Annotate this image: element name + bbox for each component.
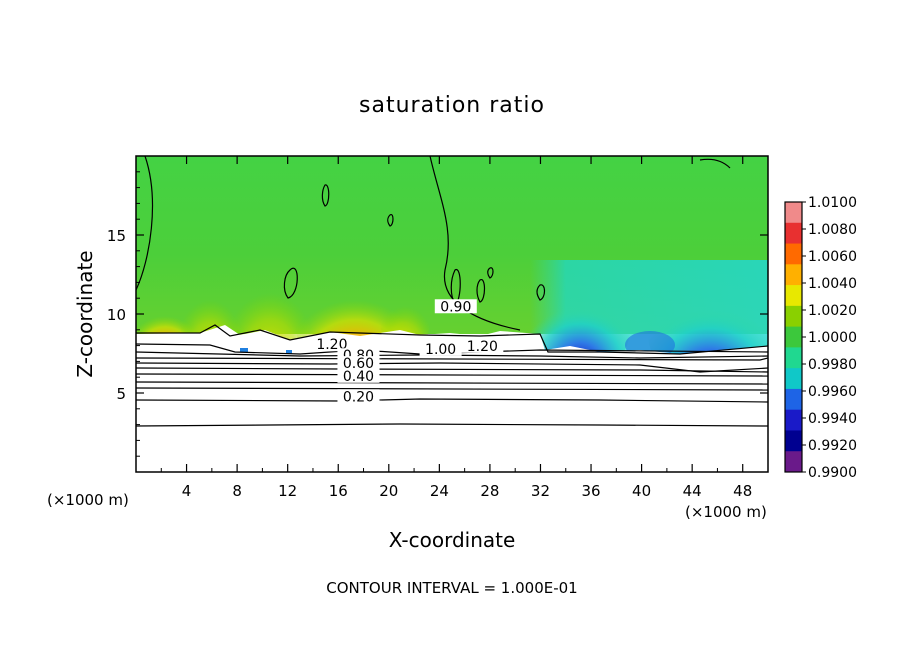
colorbar-label: 1.0040	[808, 276, 857, 292]
y-axis: 5 10 15	[107, 171, 768, 457]
plot-area: 1.200.800.600.400.201.001.200.90	[136, 156, 768, 472]
contour-label-bg	[461, 338, 504, 353]
colorbar-label: 0.9940	[808, 411, 857, 427]
contour-label-bg	[337, 368, 380, 383]
x-unit-left: (×1000 m)	[47, 491, 129, 509]
x-tick-label: 8	[232, 482, 242, 500]
colorbar-swatch	[785, 409, 802, 431]
colorbar-swatch	[785, 305, 802, 328]
colorbar-swatch	[785, 368, 802, 390]
colorbar-label: 1.0000	[808, 330, 857, 346]
x-tick-label: 24	[430, 482, 449, 500]
x-unit-right: (×1000 m)	[685, 503, 767, 521]
x-tick-label: 20	[379, 482, 398, 500]
contour-interval-note: CONTOUR INTERVAL = 1.000E-01	[326, 579, 577, 597]
blue-speck	[240, 348, 248, 352]
colorbar-label: 0.9900	[808, 465, 857, 481]
x-tick-label: 4	[182, 482, 192, 500]
contour-label: 0.40	[343, 369, 374, 385]
y-tick-label: 5	[116, 385, 126, 403]
x-axis-label: X-coordinate	[389, 528, 516, 552]
colorbar-swatch	[785, 222, 802, 245]
y-tick-label: 15	[107, 227, 126, 245]
contour-label: 1.20	[467, 339, 498, 355]
y-axis-label: Z-coordinate	[73, 250, 97, 377]
colorbar-swatch	[785, 326, 802, 348]
x-tick-label: 28	[480, 482, 499, 500]
x-axis: 4 8 12 16 20 24 28 32 36 40 44 48	[160, 156, 752, 500]
x-tick-label: 16	[329, 482, 348, 500]
colorbar-swatch	[785, 451, 802, 473]
x-tick-label: 44	[683, 482, 702, 500]
contour-label-bg	[434, 299, 477, 314]
contour-label: 0.90	[440, 299, 471, 315]
contour-label-bg	[419, 341, 462, 356]
x-tick-label: 36	[581, 482, 600, 500]
colorbar: 1.0100 1.0080 1.0060 1.0040 1.0020 1.0000 0.99…	[784, 195, 857, 481]
x-tick-label: 48	[733, 482, 752, 500]
contour-labels: 1.200.800.600.400.201.001.200.90	[310, 299, 504, 405]
colorbar-swatch	[785, 388, 802, 411]
colorbar-swatch	[785, 430, 802, 452]
colorbar-label: 1.0100	[808, 195, 857, 211]
contour-label: 1.00	[425, 342, 456, 358]
colorbar-swatch	[785, 202, 802, 224]
contour-lines	[136, 156, 768, 427]
x-tick-label: 12	[278, 482, 297, 500]
contour-label-bg	[310, 337, 353, 352]
colorbar-label: 0.9920	[808, 438, 857, 454]
contour-label: 0.20	[343, 389, 374, 405]
x-tick-label: 32	[531, 482, 550, 500]
contour-label: 0.60	[343, 356, 374, 372]
x-tick-label: 40	[632, 482, 651, 500]
colorbar-swatch	[785, 347, 802, 369]
chart-title: saturation ratio	[359, 93, 545, 118]
colorbar-swatch	[785, 285, 802, 307]
colorbar-label: 0.9960	[808, 384, 857, 400]
blue-speck	[286, 350, 292, 354]
colorbar-swatch	[785, 243, 802, 265]
contour-label-bg	[337, 356, 380, 371]
contour-label-bg	[337, 389, 380, 404]
colorbar-label: 1.0020	[808, 303, 857, 319]
colorbar-label: 0.9980	[808, 357, 857, 373]
y-tick-label: 10	[107, 306, 126, 324]
colorbar-label: 1.0080	[808, 222, 857, 238]
colorbar-label: 1.0060	[808, 249, 857, 265]
cloud-region	[136, 325, 768, 472]
colorbar-swatch	[785, 264, 802, 286]
